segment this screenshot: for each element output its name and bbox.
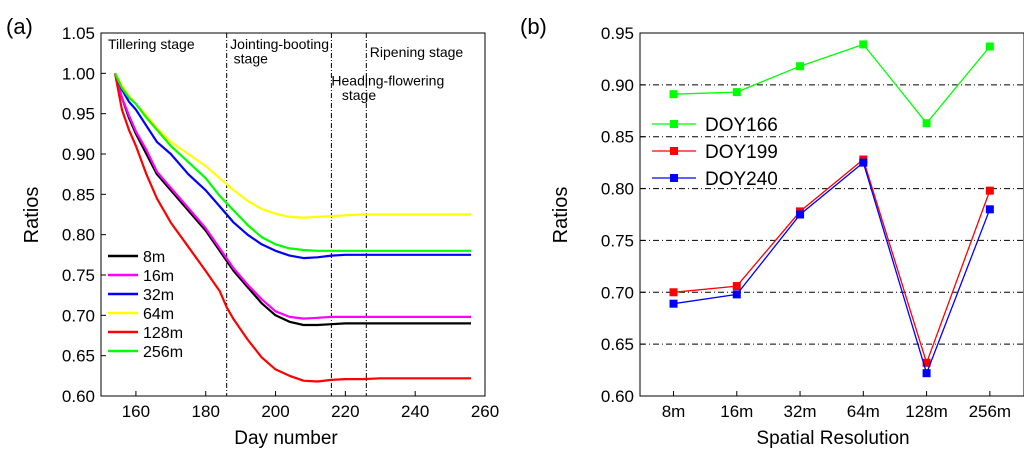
- panel-a-stage-label: Jointing-booting: [230, 36, 329, 52]
- panel-a-legend-label: 16m: [143, 268, 174, 285]
- panel-b-legend-label: DOY240: [705, 169, 778, 190]
- panel-a-x-tick-label: 160: [122, 402, 150, 421]
- panel-a-y-tick-label: 0.70: [62, 306, 95, 325]
- panel-a-y-tick-label: 0.95: [62, 105, 95, 124]
- panel-a-legend-label: 256m: [143, 344, 183, 361]
- panel-b-chart: (b) Ratios Spatial Resolution 8m 16m 32m 64…: [520, 14, 1024, 449]
- panel-b-data-point-doy166: [669, 90, 678, 99]
- panel-a-legend-label: 8m: [143, 249, 165, 266]
- panel-b-data-point-doy166: [985, 42, 994, 51]
- panel-b-x-tick-label: 128m: [905, 402, 948, 421]
- panel-a-plot-frame: [100, 32, 486, 397]
- panel-b-data-point-doy240: [669, 299, 678, 308]
- panel-b-x-tick-label: 16m: [720, 402, 753, 421]
- panel-a-series-line-16m: [113, 72, 471, 320]
- panel-b-x-tick-label: 32m: [784, 402, 817, 421]
- panel-a-series-line-64m: [114, 72, 471, 219]
- panel-b-series-line-doy199: [673, 158, 991, 365]
- panel-a-chart: (a) Ratios Day number Tillering stage Joi…: [6, 14, 499, 449]
- panel-b-data-point-doy166: [732, 88, 741, 97]
- panel-b-data-point-doy166: [859, 40, 868, 49]
- panel-a-y-tick-label: 0.85: [62, 185, 95, 204]
- panel-b-y-tick-label: 0.70: [601, 283, 634, 302]
- panel-b-data-point-doy199: [669, 288, 678, 297]
- panel-b-data-point-doy240: [985, 205, 994, 214]
- panel-b-series-line-doy240: [673, 161, 991, 376]
- panel-b-legend-marker-doy240: [670, 174, 678, 182]
- panel-b-y-tick-label: 0.60: [601, 387, 634, 406]
- panel-b-data-point-doy240: [859, 158, 868, 167]
- panel-a-y-axis-label: Ratios: [21, 187, 43, 244]
- panel-a-stage-label: Tillering stage: [108, 36, 195, 52]
- panel-a-x-tick-label: 240: [401, 402, 429, 421]
- panel-a-y-tick-label: 1.05: [62, 24, 95, 43]
- panel-a-y-tick-label: 0.60: [62, 387, 95, 406]
- panel-a-series-line-256m: [114, 72, 471, 252]
- panel-b-x-axis-label: Spatial Resolution: [756, 428, 909, 449]
- panel-b-y-axis-label: Ratios: [550, 187, 572, 244]
- panel-b-plot-frame: [639, 32, 1024, 397]
- panel-a-stage-label: Ripening stage: [370, 44, 464, 60]
- panel-a-y-tick-label: 0.65: [62, 347, 95, 366]
- panel-b-y-tick-label: 0.90: [601, 76, 634, 95]
- panel-b-legend-label: DOY166: [705, 115, 778, 136]
- panel-a-series-line-8m: [113, 72, 471, 327]
- panel-b-y-tick-label: 0.85: [601, 128, 634, 147]
- panel-b-data-point-doy199: [922, 358, 931, 367]
- panel-b-legend-marker-doy199: [670, 147, 678, 155]
- panel-a-stage-label: Heading-flowering: [331, 72, 444, 88]
- panel-a-y-tick-label: 0.75: [62, 266, 95, 285]
- panel-a-series-line-32m: [113, 72, 471, 260]
- panel-b-data-point-doy240: [922, 369, 931, 378]
- panel-a-x-tick-label: 180: [192, 402, 220, 421]
- panel-a-label: (a): [6, 14, 33, 39]
- panel-b-x-tick-label: 64m: [847, 402, 880, 421]
- panel-a-legend-label: 128m: [143, 325, 183, 342]
- panel-a-y-tick-label: 0.80: [62, 226, 95, 245]
- panel-b-legend-marker-doy166: [670, 120, 678, 128]
- panel-a-legend-label: 64m: [143, 306, 174, 323]
- panel-b-label: (b): [520, 14, 547, 39]
- panel-b-series-line-doy166: [673, 43, 991, 125]
- panel-a-x-tick-label: 220: [331, 402, 359, 421]
- panel-a-x-axis-label: Day number: [234, 428, 338, 449]
- panel-b-data-point-doy166: [796, 62, 805, 71]
- panel-b-x-tick-label: 256m: [969, 402, 1012, 421]
- panel-a-y-tick-label: 1.00: [62, 64, 95, 83]
- panel-a-x-tick-label: 200: [261, 402, 289, 421]
- panel-b-x-tick-label: 8m: [662, 402, 686, 421]
- panel-a-x-tick-label: 260: [471, 402, 499, 421]
- panel-a-legend-label: 32m: [143, 287, 174, 304]
- panel-a-y-tick-label: 0.90: [62, 145, 95, 164]
- panel-b-data-point-doy199: [732, 282, 741, 291]
- panel-a-stage-label: stage: [234, 51, 268, 67]
- panel-b-y-tick-label: 0.95: [601, 24, 634, 43]
- panel-b-y-tick-label: 0.65: [601, 335, 634, 354]
- panel-b-data-point-doy240: [732, 290, 741, 299]
- panel-b-y-tick-label: 0.80: [601, 180, 634, 199]
- panel-b-data-point-doy199: [985, 186, 994, 195]
- panel-a-stage-label: stage: [342, 87, 376, 103]
- panel-b-legend-label: DOY199: [705, 142, 778, 163]
- panel-b-data-point-doy240: [796, 210, 805, 219]
- panel-b-y-tick-label: 0.75: [601, 231, 634, 250]
- panel-a-series-line-128m: [113, 73, 471, 383]
- panel-b-data-point-doy166: [922, 119, 931, 128]
